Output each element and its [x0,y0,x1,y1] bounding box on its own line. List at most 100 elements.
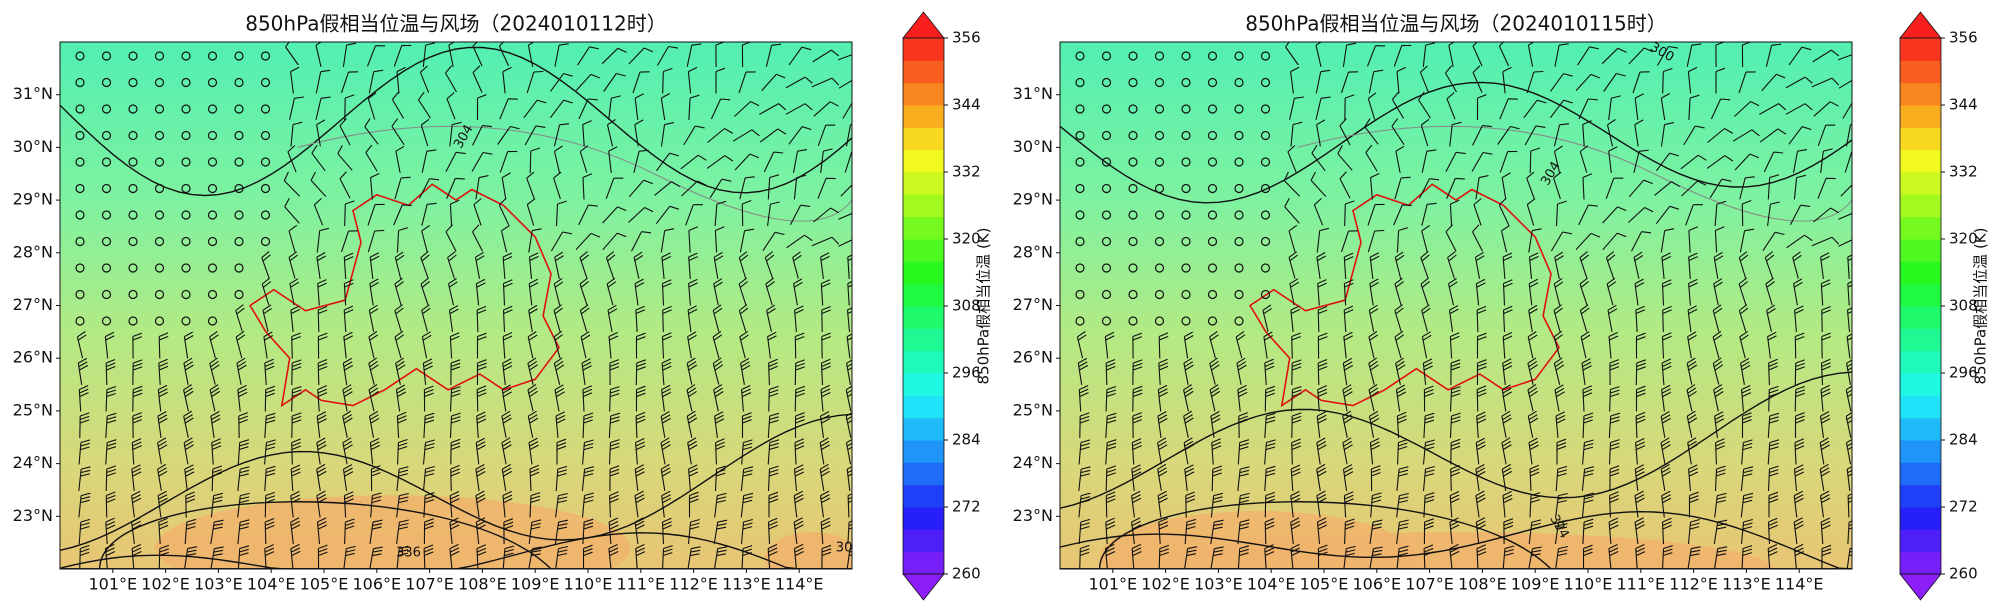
wind-barb [686,410,698,438]
calm-wind [1154,157,1165,167]
wind-barb [475,490,486,518]
wind-barb [1661,279,1672,306]
wind-barb [554,251,564,279]
wind-barb [1449,121,1462,147]
wind-barb [1788,46,1812,66]
wind-barb [157,490,168,518]
wind-barb [1847,520,1852,545]
calm-wind [1260,77,1271,88]
wind-barb [445,151,466,172]
x-tick-label: 106°E [352,575,401,594]
wind-barb [1582,385,1593,412]
wind-barb [370,492,382,518]
wind-barb [820,148,833,173]
wind-barb [1419,178,1440,199]
wind-barb [838,79,852,89]
calm-wind [1234,51,1244,61]
wind-barb [608,146,618,173]
wind-barb [1076,331,1087,359]
wind-barb [788,126,812,145]
wind-barb [1526,198,1536,226]
wind-barb [1498,197,1510,226]
wind-barb [714,226,725,253]
province-border [249,183,560,408]
wind-barb [1184,546,1198,569]
calm-wind [128,316,138,326]
wind-barb [661,358,672,386]
wind-barb [1634,464,1645,491]
wind-barb [369,519,383,544]
wind-barb [476,94,487,120]
calm-wind [1234,130,1244,141]
wind-barb [369,437,380,465]
wind-barb [1370,492,1382,518]
wind-barb [1582,412,1594,439]
x-tick-label: 109°E [1511,575,1560,594]
wind-barb [1209,330,1219,359]
wind-barb [529,464,540,492]
wind-barb [1423,544,1434,569]
wind-barb [660,437,671,465]
wind-barb [523,99,547,119]
wind-barb [1289,278,1300,306]
wind-barb [1527,331,1538,359]
colorbar-band [1900,216,1941,240]
wind-barb [475,175,489,200]
x-tick-label: 101°E [88,575,137,594]
wind-barb [317,544,328,569]
wind-barb [1476,332,1487,359]
wind-barb [1397,438,1408,465]
wind-barb [1687,331,1697,359]
wind-barb [370,173,380,200]
wind-barb [183,331,194,359]
colorbar-tick-label: 272 [1949,498,1978,516]
wind-barb [1847,493,1852,518]
wind-barb [261,277,272,306]
wind-barb [1264,439,1276,465]
wind-barb [1628,207,1654,223]
wind-barb [528,278,539,306]
wind-barb [1575,73,1601,91]
wind-barb [1291,359,1302,386]
wind-barb [1529,492,1541,518]
y-tick-label: 31°N [13,84,53,103]
wind-barb [1601,47,1627,65]
calm-wind [1101,77,1112,88]
wind-barb [1608,544,1619,569]
x-tick-label: 102°E [141,575,190,594]
wind-barb [1395,145,1405,173]
contour-line [60,46,852,197]
wind-barb [1287,144,1297,173]
wind-barb [342,437,353,465]
calm-wind [207,51,218,61]
wind-barb [1847,254,1852,280]
y-tick-label: 28°N [1013,242,1053,261]
calm-wind [1128,51,1138,61]
wind-barb [628,179,653,198]
wind-barb [1738,304,1749,332]
wind-barb [1447,251,1457,279]
wind-barb [289,96,304,120]
wind-barb [662,67,673,94]
wind-barb [1078,518,1091,545]
wind-barb [1529,147,1541,174]
wind-barb [582,173,593,200]
wind-barb [105,491,116,518]
wind-barb [1660,411,1671,438]
wind-barb [844,150,852,173]
wind-barb [418,91,431,119]
wind-barb [421,224,430,253]
wind-barb [1317,358,1328,386]
wind-barb [688,278,698,306]
wind-barb [132,359,143,386]
wind-barb [1607,304,1618,332]
wind-barb [1210,546,1224,569]
wind-barb [342,42,357,67]
wind-barb [502,490,513,518]
wind-barb [1498,42,1510,67]
calm-wind [1075,183,1085,194]
wind-barb [1759,128,1787,143]
x-tick-label: 114°E [775,575,824,594]
wind-barb [1767,517,1778,545]
colorbar-tick-label: 356 [952,29,981,47]
